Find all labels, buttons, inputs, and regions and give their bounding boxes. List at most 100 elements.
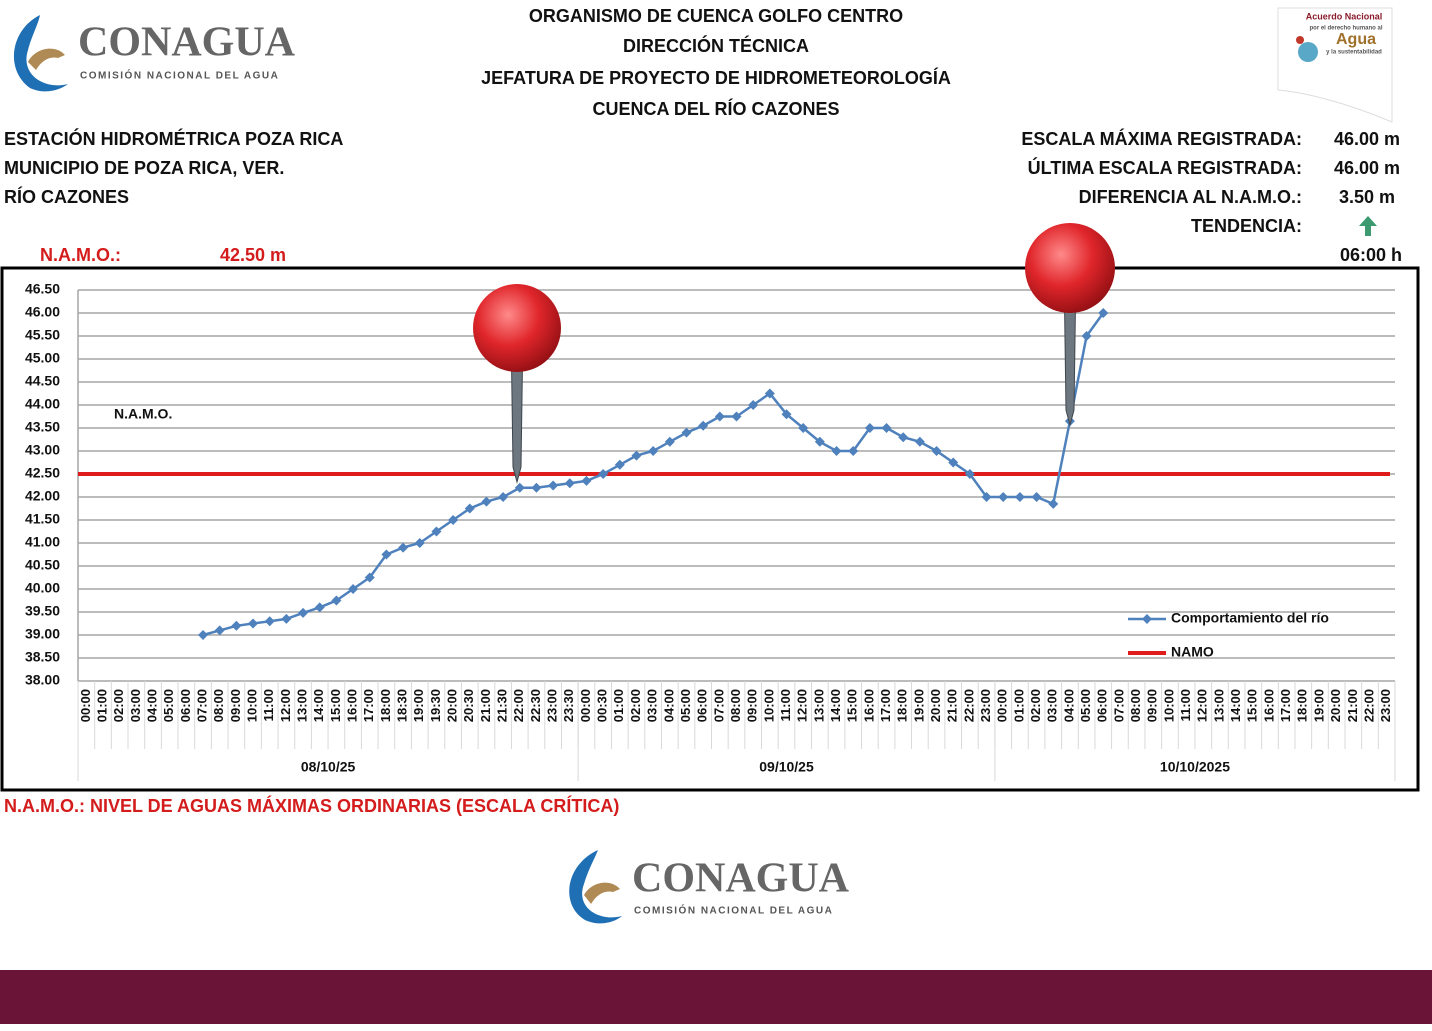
data-point xyxy=(348,584,359,594)
x-tick-label: 01:00 xyxy=(94,689,109,722)
data-point xyxy=(881,423,892,433)
x-tick-label: 00:00 xyxy=(578,689,593,722)
logo-bird xyxy=(584,882,620,904)
x-tick-label: 20:00 xyxy=(445,689,460,722)
group-label: 08/10/25 xyxy=(301,759,356,775)
x-tick-label: 05:00 xyxy=(1078,689,1093,722)
x-tick-label: 13:00 xyxy=(294,689,309,722)
logo-dot xyxy=(1296,36,1304,44)
logo-line: y la sustentabilidad xyxy=(1326,50,1382,56)
station-info: MUNICIPIO DE POZA RICA, VER. xyxy=(4,158,284,178)
logo-subtitle: COMISIÓN NACIONAL DEL AGUA xyxy=(80,69,279,82)
y-tick-label: 40.00 xyxy=(25,580,60,596)
data-point xyxy=(798,423,809,433)
time: 06:00 h xyxy=(1340,245,1402,265)
x-tick-label: 12:00 xyxy=(1195,689,1210,722)
pin-head xyxy=(473,284,561,372)
x-tick-label: 08:00 xyxy=(1128,689,1143,722)
data-point xyxy=(398,542,409,553)
pin-head xyxy=(1025,223,1115,313)
data-point xyxy=(281,613,292,624)
x-tick-label: 21:00 xyxy=(1345,689,1360,722)
logo-line: por el derecho humano al xyxy=(1309,26,1382,32)
x-tick-label: 00:00 xyxy=(995,689,1010,722)
x-tick-label: 04:00 xyxy=(1061,689,1076,722)
x-tick-label: 22:30 xyxy=(528,689,543,722)
x-tick-label: 19:00 xyxy=(1311,689,1326,722)
logo-line: Acuerdo Nacional xyxy=(1306,11,1383,21)
stat-value: 3.50 m xyxy=(1339,187,1395,207)
x-tick-label: 19:30 xyxy=(428,689,443,722)
data-point xyxy=(331,595,342,606)
data-point xyxy=(631,450,642,461)
x-tick-label: 03:00 xyxy=(1045,689,1060,722)
y-tick-label: 44.50 xyxy=(25,373,60,389)
x-tick-label: 14:00 xyxy=(311,689,326,722)
logo-swoosh xyxy=(569,850,622,924)
data-point xyxy=(481,496,492,507)
x-tick-label: 23:00 xyxy=(978,689,993,722)
x-tick-label: 14:00 xyxy=(828,689,843,722)
x-tick-label: 10:00 xyxy=(761,689,776,722)
y-tick-label: 43.50 xyxy=(25,419,60,435)
x-tick-label: 11:00 xyxy=(778,689,793,722)
logo-footer: CONAGUA COMISIÓN NACIONAL DEL AGUA xyxy=(569,850,850,924)
y-tick-label: 39.00 xyxy=(25,626,60,642)
data-point xyxy=(998,492,1009,502)
x-tick-label: 09:00 xyxy=(228,689,243,722)
data-point xyxy=(1081,331,1092,341)
x-tick-label: 10:00 xyxy=(1161,689,1176,722)
data-point xyxy=(531,482,542,493)
x-tick-label: 01:00 xyxy=(1011,689,1026,722)
x-tick-label: 12:00 xyxy=(795,689,810,722)
x-tick-label: 04:00 xyxy=(661,689,676,722)
title: DIRECCIÓN TÉCNICA xyxy=(623,35,809,56)
x-tick-label: 20:00 xyxy=(928,689,943,722)
data-point xyxy=(198,630,209,640)
x-tick-label: 11:00 xyxy=(1178,689,1193,722)
data-point xyxy=(864,423,875,433)
x-tick-label: 09:00 xyxy=(745,689,760,722)
x-tick-label: 05:00 xyxy=(161,689,176,722)
x-tick-label: 15:00 xyxy=(1245,689,1260,722)
x-tick-label: 09:00 xyxy=(1145,689,1160,722)
x-tick-label: 21:00 xyxy=(478,689,493,722)
footer-band xyxy=(0,970,1432,1024)
y-tick-label: 45.50 xyxy=(25,327,60,343)
x-tick-label: 13:00 xyxy=(811,689,826,722)
data-point xyxy=(498,492,509,502)
x-tick-label: 06:00 xyxy=(695,689,710,722)
data-point xyxy=(214,625,225,636)
group-label: 10/10/2025 xyxy=(1160,759,1230,775)
x-tick-label: 17:00 xyxy=(361,689,376,722)
logo-name: CONAGUA xyxy=(78,20,296,66)
stat-label: DIFERENCIA AL N.A.M.O.: xyxy=(1079,187,1302,207)
x-tick-label: 13:00 xyxy=(1211,689,1226,722)
x-tick-label: 21:00 xyxy=(945,689,960,722)
data-point xyxy=(1031,492,1042,502)
data-point xyxy=(264,616,275,627)
x-tick-label: 23:00 xyxy=(545,689,560,722)
stat-label: ESCALA MÁXIMA REGISTRADA: xyxy=(1021,128,1302,149)
stat-label: ÚLTIMA ESCALA REGISTRADA: xyxy=(1028,157,1302,178)
stat-value: 46.00 m xyxy=(1334,129,1400,149)
data-point xyxy=(664,436,675,447)
stat-value: 46.00 m xyxy=(1334,158,1400,178)
data-point xyxy=(581,475,592,486)
x-tick-label: 16:00 xyxy=(861,689,876,722)
x-tick-label: 16:00 xyxy=(1261,689,1276,722)
namo-label: N.A.M.O.: xyxy=(40,245,121,265)
title: ORGANISMO DE CUENCA GOLFO CENTRO xyxy=(529,6,903,26)
x-tick-label: 02:00 xyxy=(111,689,126,722)
namo-value: 42.50 m xyxy=(220,245,286,265)
x-tick-label: 18:30 xyxy=(395,689,410,722)
x-tick-label: 02:00 xyxy=(628,689,643,722)
x-tick-label: 03:00 xyxy=(645,689,660,722)
logo-drop xyxy=(1298,42,1318,62)
logo-swoosh xyxy=(13,15,68,92)
data-point xyxy=(914,436,925,447)
x-tick-label: 01:00 xyxy=(611,689,626,722)
logo-right: Acuerdo Nacional por el derecho humano a… xyxy=(1277,7,1393,123)
data-point xyxy=(598,469,609,479)
